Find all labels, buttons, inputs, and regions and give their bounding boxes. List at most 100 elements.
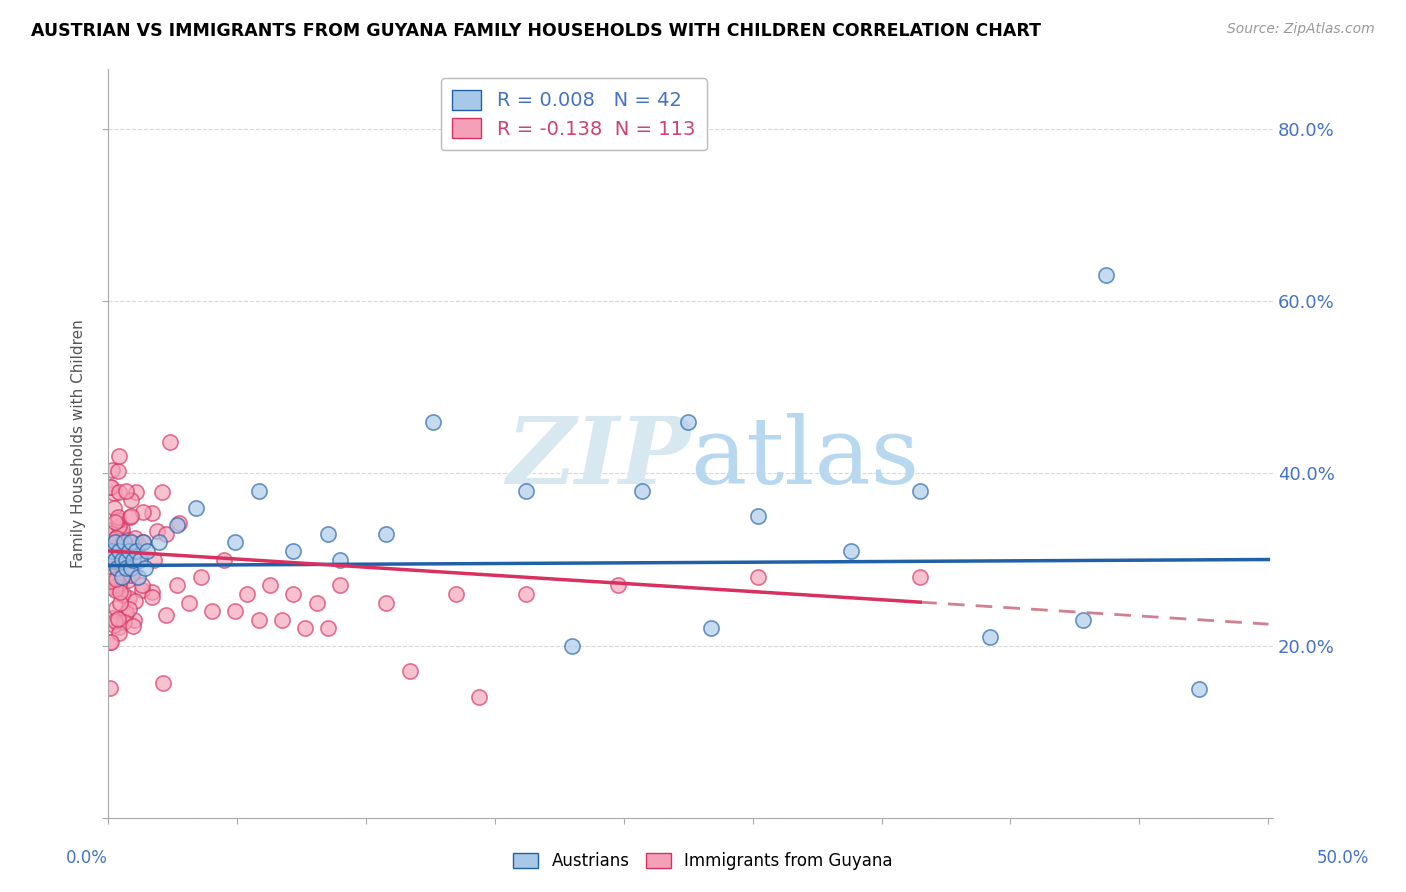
Point (515, 587, 537, 601)
Point (117, 573, 139, 587)
Point (1071, 613, 1094, 627)
Point (107, 510, 129, 524)
Point (468, 690, 491, 705)
Point (104, 572, 127, 586)
Point (110, 560, 132, 574)
Text: atlas: atlas (690, 413, 920, 503)
Point (107, 543, 129, 558)
Point (136, 544, 159, 558)
Point (100, 580, 122, 594)
Point (630, 483, 652, 498)
Point (110, 522, 132, 536)
Point (118, 591, 141, 606)
Point (224, 604, 246, 618)
Point (104, 552, 127, 566)
Point (908, 483, 931, 498)
Point (247, 483, 270, 498)
Text: Source: ZipAtlas.com: Source: ZipAtlas.com (1227, 22, 1375, 37)
Point (124, 594, 146, 608)
Point (159, 435, 181, 450)
Point (107, 612, 129, 626)
Point (108, 626, 131, 640)
Point (104, 531, 127, 545)
Point (224, 535, 246, 549)
Point (152, 676, 174, 690)
Point (114, 615, 136, 629)
Point (108, 449, 131, 463)
Point (134, 561, 156, 575)
Point (108, 544, 131, 558)
Point (305, 596, 328, 610)
Point (700, 622, 723, 636)
Point (607, 578, 630, 592)
Point (166, 518, 188, 533)
Point (839, 544, 862, 558)
Point (110, 573, 132, 587)
Point (105, 600, 128, 615)
Point (148, 535, 170, 549)
Point (329, 578, 352, 592)
Point (120, 567, 142, 582)
Point (190, 570, 212, 584)
Point (111, 570, 134, 584)
Point (122, 618, 145, 632)
Point (115, 552, 138, 566)
Legend: R = 0.008   N = 42, R = -0.138  N = 113: R = 0.008 N = 42, R = -0.138 N = 113 (440, 78, 707, 151)
Point (132, 505, 155, 519)
Point (108, 537, 131, 551)
Point (98, 526, 121, 541)
Point (114, 608, 136, 623)
Text: ZIP: ZIP (506, 413, 690, 503)
Point (98, 635, 121, 649)
Point (105, 561, 128, 575)
Point (105, 552, 128, 566)
Point (131, 535, 153, 549)
Point (111, 526, 134, 541)
Point (108, 584, 131, 599)
Point (561, 639, 583, 653)
Point (120, 535, 142, 549)
Point (124, 544, 146, 558)
Point (141, 506, 163, 520)
Point (201, 604, 224, 618)
Point (150, 485, 173, 500)
Point (108, 596, 131, 610)
Point (184, 500, 207, 515)
Point (127, 551, 149, 566)
Point (108, 518, 131, 533)
Point (120, 492, 142, 507)
Text: 50.0%: 50.0% (1316, 849, 1369, 867)
Y-axis label: Family Households with Children: Family Households with Children (72, 318, 86, 567)
Point (100, 635, 122, 649)
Point (259, 578, 281, 592)
Point (236, 587, 259, 601)
Point (110, 565, 132, 579)
Point (104, 515, 127, 529)
Point (129, 552, 152, 566)
Point (155, 526, 177, 541)
Point (98, 562, 121, 576)
Point (100, 574, 122, 588)
Point (98, 523, 121, 537)
Point (212, 552, 235, 566)
Point (131, 583, 153, 598)
Point (103, 618, 125, 632)
Point (177, 596, 200, 610)
Point (108, 620, 131, 634)
Point (104, 579, 127, 593)
Point (515, 483, 537, 498)
Point (103, 500, 125, 515)
Point (111, 552, 134, 566)
Text: AUSTRIAN VS IMMIGRANTS FROM GUYANA FAMILY HOUSEHOLDS WITH CHILDREN CORRELATION C: AUSTRIAN VS IMMIGRANTS FROM GUYANA FAMIL… (31, 22, 1040, 40)
Point (103, 485, 125, 500)
Point (103, 553, 125, 567)
Point (316, 526, 339, 541)
Point (108, 544, 131, 558)
Point (101, 462, 124, 476)
Point (270, 613, 292, 627)
Point (122, 613, 145, 627)
Point (676, 415, 699, 429)
Point (127, 536, 149, 550)
Point (118, 602, 141, 616)
Point (118, 544, 141, 558)
